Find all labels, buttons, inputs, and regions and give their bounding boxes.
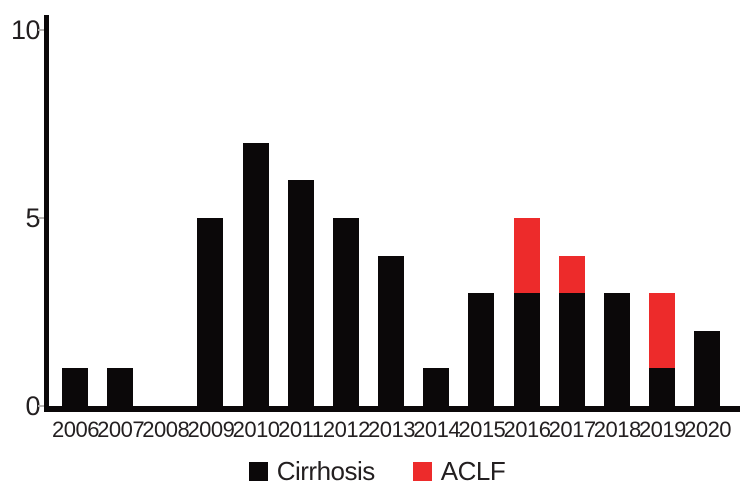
cirrhosis-legend-label: Cirrhosis [276, 456, 376, 486]
x-axis-tick-label-2011: 2011 [278, 417, 324, 442]
y-axis-tick-mark [38, 29, 44, 31]
aclf-legend-label: ACLF [440, 456, 506, 486]
x-axis-tick-label-2007: 2007 [97, 417, 145, 442]
bar-2017-aclf [558, 255, 585, 294]
y-axis-tick-mark [38, 405, 44, 407]
bar-2019-cirrhosis [648, 368, 675, 406]
x-axis-tick-label-2018: 2018 [593, 417, 641, 442]
legend-item-cirrhosis: Cirrhosis [248, 456, 376, 487]
x-axis-line [44, 406, 740, 412]
bar-2015-cirrhosis [468, 293, 495, 406]
y-axis-tick-mark [38, 217, 44, 219]
bar-2009-cirrhosis [197, 218, 224, 406]
aclf-swatch-icon [412, 462, 432, 481]
x-axis-tick-label-2020: 2020 [684, 417, 732, 442]
legend-item-aclf: ACLF [412, 456, 506, 487]
bar-2011-cirrhosis [287, 180, 314, 406]
x-axis-tick-label-2013: 2013 [368, 417, 415, 442]
bar-2019-aclf [648, 293, 675, 369]
bar-2007-cirrhosis [107, 368, 134, 406]
x-axis-tick-label-2017: 2017 [548, 417, 596, 442]
bar-2020-cirrhosis [694, 330, 721, 406]
plot-area: 0 5 10 2006 2007 2008 2009 2010 2011 2012 2013 2014… [10, 15, 740, 442]
x-axis-tick-label-2014: 2014 [413, 417, 461, 442]
bar-2012-cirrhosis [332, 218, 359, 406]
x-axis-tick-label-2019: 2019 [638, 417, 686, 442]
bar-2017-cirrhosis [558, 293, 585, 406]
bar-2013-cirrhosis [378, 255, 405, 406]
x-axis-tick-label-2016: 2016 [503, 417, 551, 442]
bar-2010-cirrhosis [242, 142, 269, 406]
y-axis-tick-label-5: 5 [25, 203, 40, 233]
x-axis-tick-label-2015: 2015 [458, 417, 506, 442]
y-axis-tick-label-0: 0 [25, 391, 40, 421]
x-axis-tick-label-2009: 2009 [187, 417, 235, 442]
bar-2018-cirrhosis [603, 293, 630, 406]
bar-2016-cirrhosis [513, 293, 540, 406]
x-axis-tick-label-2006: 2006 [52, 417, 99, 442]
x-axis-tick-label-2012: 2012 [322, 417, 370, 442]
bar-2014-cirrhosis [423, 368, 450, 406]
bar-2016-aclf [513, 218, 540, 294]
legend: Cirrhosis ACLF [0, 456, 754, 487]
cirrhosis-swatch-icon [248, 462, 268, 481]
y-axis-tick-label-10: 10 [10, 15, 41, 45]
x-axis-tick-label-2010: 2010 [232, 417, 280, 442]
x-axis-tick-label-2008: 2008 [142, 417, 190, 442]
y-axis-line [44, 15, 49, 412]
bar-2006-cirrhosis [62, 368, 88, 406]
